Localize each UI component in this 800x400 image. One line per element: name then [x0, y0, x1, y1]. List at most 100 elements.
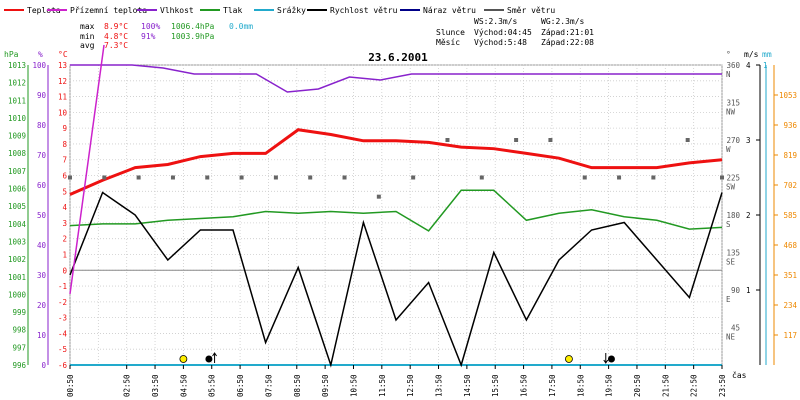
pressure-tick-label: 1000: [8, 290, 27, 299]
humidity-tick-label: 100: [32, 61, 46, 70]
legend-label: Vlhkost: [160, 6, 194, 15]
temperature-tick-label: -2: [58, 298, 67, 307]
wind-direction-point: [239, 175, 244, 180]
temperature-tick-label: 11: [58, 93, 67, 102]
x-tick-label: 21:50: [661, 374, 670, 397]
direction-tick-dir: SW: [726, 183, 736, 192]
pressure-tick-label: 1005: [8, 202, 26, 211]
x-tick-label: 15:50: [491, 374, 500, 397]
moonset-arrow: [603, 353, 609, 364]
sunrise-marker: [179, 355, 188, 363]
rain-tick-label: 1: [763, 61, 768, 70]
x-tick-label: 20:50: [633, 374, 642, 397]
wind-speed-tick-label: 2: [746, 211, 751, 220]
wind-direction-point: [273, 175, 278, 180]
temperature-tick-label: 12: [58, 77, 67, 86]
radiation-tick-label: 819: [783, 151, 797, 160]
wind-direction-point: [479, 175, 484, 180]
wind-speed-tick-label: 1: [746, 286, 751, 295]
stats-humidity: 100%: [141, 22, 160, 31]
humidity-line: [70, 64, 722, 93]
pressure-unit: hPa: [4, 50, 19, 59]
pressure-tick-label: 1002: [8, 255, 26, 264]
radiation-tick-label: 1053: [779, 91, 797, 100]
direction-tick-dir: NW: [726, 108, 736, 117]
radiation-tick-label: 936: [783, 121, 797, 130]
wind-direction-point: [102, 175, 107, 180]
wind-direction-point: [514, 138, 519, 142]
pressure-tick-label: 1003: [8, 237, 26, 246]
pressure-tick-label: 996: [12, 361, 26, 370]
x-tick-label: 09:50: [321, 374, 330, 397]
legend-label: Směr větru: [507, 6, 555, 15]
legend-label: Tlak: [223, 6, 242, 15]
temperature-tick-label: 0: [62, 266, 67, 275]
stats-temp: 7.3°C: [104, 41, 128, 50]
pressure-tick-label: 999: [12, 308, 26, 317]
direction-tick-dir: SE: [726, 258, 736, 267]
x-tick-label: 02:50: [123, 374, 132, 397]
temperature-tick-label: 13: [58, 61, 67, 70]
wind-speed-line: [69, 191, 723, 368]
direction-tick-dir: NE: [726, 333, 736, 342]
humidity-tick-label: 10: [37, 331, 47, 340]
temperature-tick-label: 7: [62, 156, 67, 165]
wind-direction-point: [617, 175, 622, 180]
temperature-tick-label: 9: [62, 124, 67, 133]
direction-tick-dir: S: [726, 220, 731, 229]
wind-direction-point: [136, 175, 141, 180]
x-tick-label: 11:50: [378, 374, 387, 397]
pressure-tick-label: 1007: [8, 167, 26, 176]
humidity-tick-label: 90: [37, 91, 47, 100]
temperature-tick-label: -4: [58, 329, 68, 338]
x-tick-label: 13:50: [435, 374, 444, 397]
wind-direction-point: [342, 175, 347, 180]
wind-direction-point: [376, 194, 381, 199]
direction-tick-label: 360: [726, 61, 740, 70]
temperature-tick-label: -5: [58, 345, 67, 354]
x-tick-label: 04:50: [179, 374, 188, 397]
temperature-tick-label: 4: [62, 203, 67, 212]
pressure-tick-label: 1010: [8, 114, 27, 123]
x-tick-label: 14:50: [463, 374, 472, 397]
x-tick-label: 07:50: [264, 374, 273, 397]
wind-direction-point: [685, 138, 690, 142]
x-tick-label: 10:50: [349, 374, 358, 397]
pressure-line: [69, 189, 723, 232]
humidity-tick-label: 20: [37, 301, 47, 310]
direction-tick-label: 225: [726, 174, 740, 183]
radiation-tick-label: 117: [783, 331, 797, 340]
pressure-tick-label: 1013: [8, 61, 26, 70]
wind-direction-point: [582, 175, 587, 180]
legend-label: Srážky: [277, 6, 306, 15]
stats-temp: 4.8°C: [104, 32, 128, 41]
direction-tick-label: 270: [726, 136, 740, 145]
wind-direction-point: [205, 175, 210, 180]
pressure-tick-label: 1001: [8, 273, 26, 282]
x-tick-label: 00:50: [66, 374, 75, 397]
moonrise: Východ:5:48: [474, 38, 527, 47]
direction-tick-label: 45: [731, 324, 740, 333]
wind-direction-point: [720, 175, 724, 180]
wind-gust-info: WG:2.3m/s: [541, 17, 585, 26]
humidity-unit: %: [38, 50, 43, 59]
x-tick-label: 05:50: [208, 374, 217, 397]
x-tick-label: 06:50: [236, 374, 245, 397]
legend-label: Teplota: [27, 6, 61, 15]
x-tick-label: 03:50: [151, 374, 160, 397]
pressure-tick-label: 1012: [8, 79, 26, 88]
temperature-tick-label: 5: [62, 187, 67, 196]
wind-direction-point: [445, 138, 450, 142]
chart-title: 23.6.2001: [368, 51, 428, 64]
stats-row-label: avg: [80, 41, 95, 50]
wind-speed-unit: m/s: [744, 50, 759, 59]
x-tick-label: 16:50: [520, 374, 529, 397]
wind-speed-tick-label: 3: [746, 136, 751, 145]
direction-tick-dir: E: [726, 295, 731, 304]
sunrise: Východ:04:45: [474, 28, 532, 37]
pressure-tick-label: 1004: [8, 220, 27, 229]
stats-pressure: 1006.4hPa: [171, 22, 215, 31]
x-tick-label: 19:50: [605, 374, 614, 397]
stats-row-label: max: [80, 22, 95, 31]
